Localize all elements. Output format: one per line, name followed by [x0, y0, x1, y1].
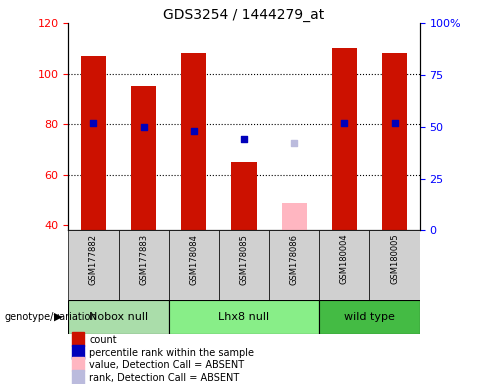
Text: percentile rank within the sample: percentile rank within the sample — [89, 348, 254, 358]
Text: value, Detection Call = ABSENT: value, Detection Call = ABSENT — [89, 360, 244, 370]
Point — [391, 119, 399, 126]
Bar — [72, 345, 84, 359]
Point — [290, 140, 298, 146]
Point — [89, 119, 97, 126]
Bar — [332, 48, 357, 230]
FancyBboxPatch shape — [169, 230, 219, 300]
FancyBboxPatch shape — [119, 230, 169, 300]
FancyBboxPatch shape — [319, 230, 369, 300]
FancyBboxPatch shape — [68, 300, 169, 334]
FancyBboxPatch shape — [269, 230, 319, 300]
Title: GDS3254 / 1444279_at: GDS3254 / 1444279_at — [163, 8, 325, 22]
Text: wild type: wild type — [344, 312, 395, 322]
Point — [190, 128, 198, 134]
Text: genotype/variation: genotype/variation — [5, 312, 98, 322]
Text: Lhx8 null: Lhx8 null — [219, 312, 269, 322]
Text: GSM178085: GSM178085 — [240, 234, 248, 285]
Text: GSM180005: GSM180005 — [390, 234, 399, 285]
Bar — [81, 56, 106, 230]
Bar — [72, 370, 84, 384]
Bar — [231, 162, 257, 230]
FancyBboxPatch shape — [68, 230, 119, 300]
Text: GSM177883: GSM177883 — [139, 234, 148, 285]
Bar — [382, 53, 407, 230]
Point — [240, 136, 248, 142]
FancyBboxPatch shape — [169, 300, 319, 334]
FancyBboxPatch shape — [319, 300, 420, 334]
Point — [140, 124, 147, 130]
Text: Nobox null: Nobox null — [89, 312, 148, 322]
Text: GSM178086: GSM178086 — [290, 234, 299, 285]
FancyBboxPatch shape — [369, 230, 420, 300]
Bar — [282, 203, 307, 230]
FancyBboxPatch shape — [219, 230, 269, 300]
Text: ▶: ▶ — [54, 312, 63, 322]
Bar — [131, 86, 156, 230]
Text: GSM177882: GSM177882 — [89, 234, 98, 285]
Point — [341, 119, 348, 126]
Text: rank, Detection Call = ABSENT: rank, Detection Call = ABSENT — [89, 373, 240, 383]
Bar — [72, 357, 84, 371]
Text: GSM178084: GSM178084 — [189, 234, 198, 285]
Bar — [181, 53, 206, 230]
Text: count: count — [89, 335, 117, 345]
Bar — [72, 332, 84, 346]
Text: GSM180004: GSM180004 — [340, 234, 349, 285]
